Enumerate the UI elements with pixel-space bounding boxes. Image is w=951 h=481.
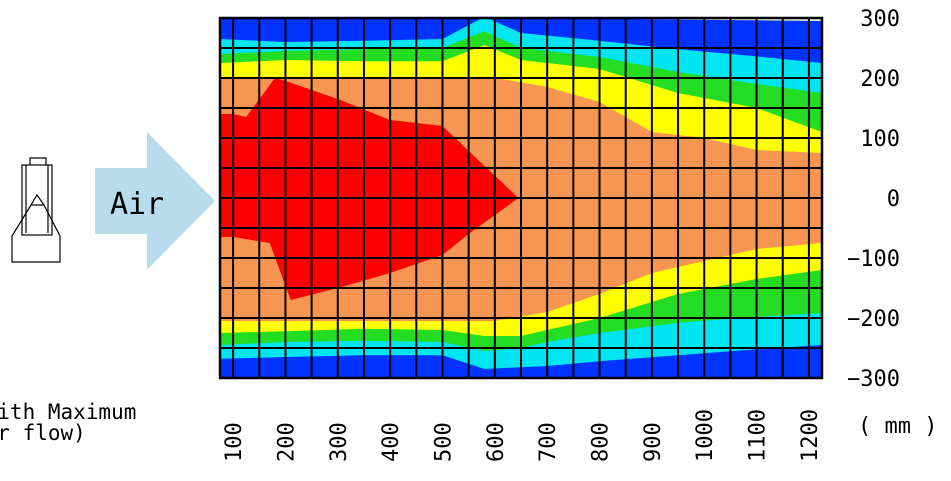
y-axis-tick-labels: 300 200 100 0 −100 −200 −300: [847, 7, 900, 392]
x-tick-label: 100: [222, 422, 247, 462]
plot-frame: [218, 16, 824, 380]
x-tick-label: 1000: [693, 409, 718, 462]
caption: (with Maximumair flow): [0, 402, 136, 444]
x-tick-label: 700: [536, 422, 561, 462]
x-tick-label: 600: [484, 422, 509, 462]
unit-label: ( mm ): [858, 414, 938, 439]
air-arrow-shape: [95, 132, 215, 270]
y-tick-label: 100: [860, 127, 900, 152]
caption-line-1: (with Maximum: [0, 400, 137, 424]
air-label: Air: [110, 187, 164, 222]
y-tick-label: 200: [860, 67, 900, 92]
x-tick-label: 800: [589, 422, 614, 462]
x-tick-label: 300: [327, 422, 352, 462]
x-tick-label: 200: [274, 422, 299, 462]
caption-line-2: air flow): [0, 421, 86, 445]
contour-band-band0: [220, 78, 519, 300]
y-tick-label: 0: [887, 187, 900, 212]
x-tick-label: 900: [641, 422, 666, 462]
x-tick-label: 400: [379, 422, 404, 462]
y-tick-label: −200: [847, 307, 900, 332]
air-arrow: Air: [95, 132, 215, 270]
y-tick-label: −300: [847, 367, 900, 392]
x-axis-tick-labels: 100 200 300 400 500 600 700 800 900 1000 1100 1200: [222, 409, 823, 462]
grid-lines: [220, 18, 822, 378]
x-tick-label: 1100: [746, 409, 771, 462]
x-tick-label: 500: [431, 422, 456, 462]
y-tick-label: −100: [847, 247, 900, 272]
y-tick-label: 300: [860, 7, 900, 32]
contour-plot: [218, 16, 824, 380]
nozzle-icon: [11, 157, 61, 263]
x-tick-label: 1200: [798, 409, 823, 462]
